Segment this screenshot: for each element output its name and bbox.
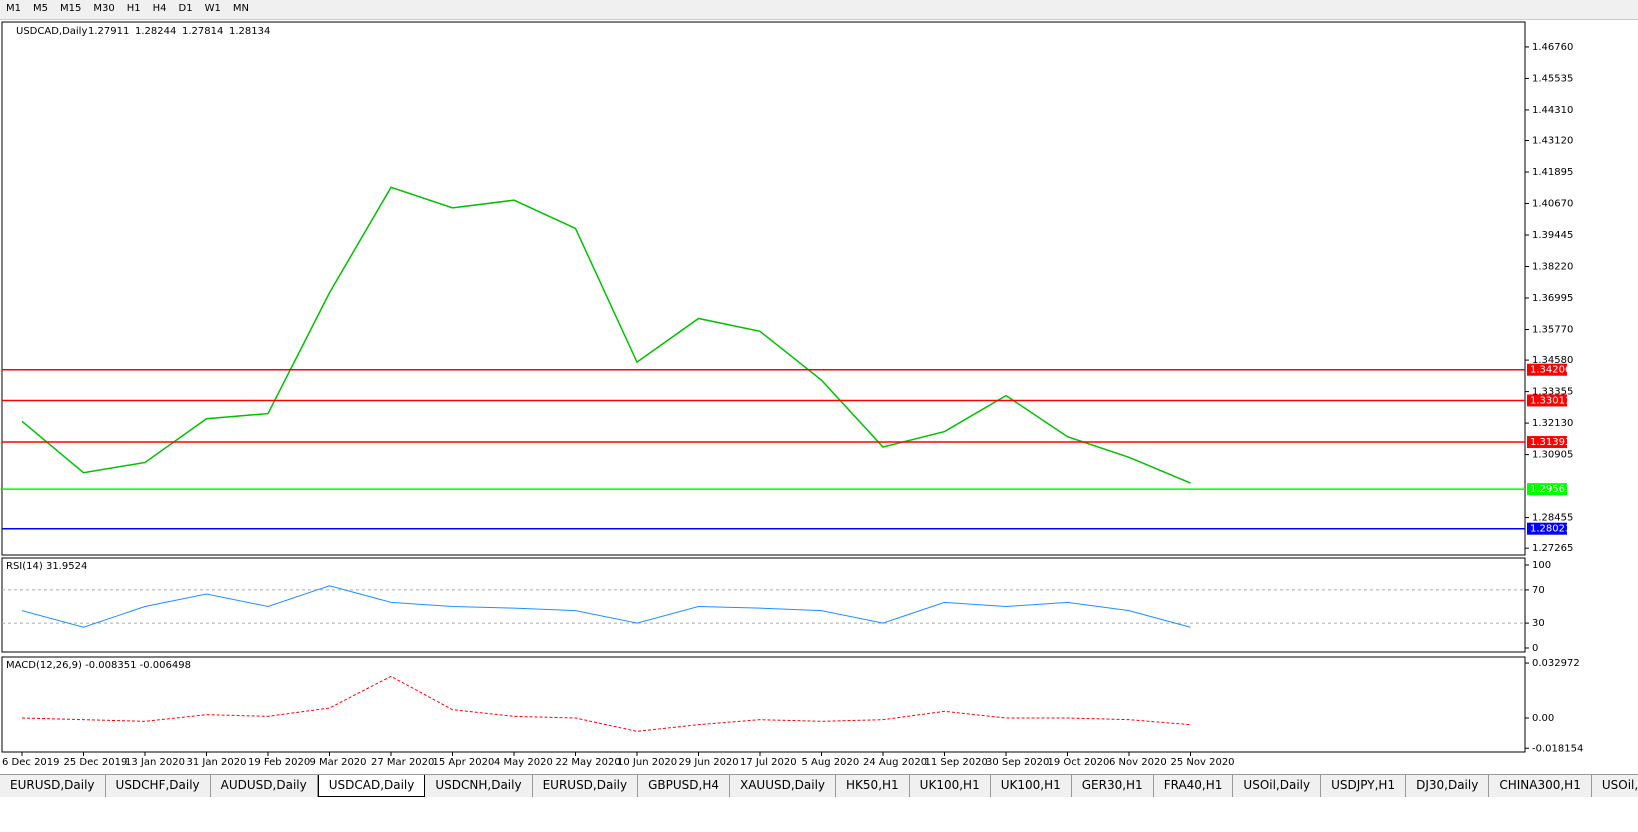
y-tick-label: 0.032972 [1532,658,1580,669]
y-tick-label: 0.00 [1532,713,1554,724]
chart-tab[interactable]: CHINA300,H1 [1489,775,1592,797]
x-tick-label: 22 May 2020 [556,757,621,768]
level-label: 1.28023 [1530,524,1571,535]
chart-tab[interactable]: EURUSD,Daily [0,775,106,797]
x-tick-label: 25 Nov 2020 [1171,757,1235,768]
chart-tab[interactable]: USDJPY,H1 [1321,775,1407,797]
x-tick-label: 6 Nov 2020 [1109,757,1167,768]
price-frame [1,21,1526,556]
rsi-frame [1,557,1526,653]
tab-bar: EURUSD,Daily USDCHF,Daily AUDUSD,Daily USDC… [0,774,1638,797]
timeframe-button[interactable]: M5 [33,3,48,14]
chart-tab[interactable]: USOil,H [1592,775,1638,797]
x-tick-label: 11 Sep 2020 [925,757,988,768]
chart-tab[interactable]: USDCHF,Daily [106,775,211,797]
x-tick-label: 4 May 2020 [494,757,553,768]
y-tick-label: 100 [1532,560,1551,571]
level-label-bg [1527,394,1567,407]
timeframe-button[interactable]: W1 [204,3,221,14]
y-tick-label: 1.30905 [1532,450,1573,461]
chart-tab[interactable]: USDCAD,Daily [317,775,426,797]
chart-window: USDCAD,Daily RSI(14) 31.9524 MACD(12,26,… [1,21,1583,768]
macd-signal [21,675,1191,732]
chart-tab[interactable]: UK100,H1 [991,775,1072,797]
price-line [21,186,1191,484]
y-tick-label: 1.39445 [1532,230,1573,241]
x-tick-label: 13 Jan 2020 [125,757,185,768]
y-tick-label: 1.41895 [1532,167,1573,178]
x-tick-label: 19 Feb 2020 [248,757,310,768]
chart-tab[interactable]: DJ30,Daily [1406,775,1490,797]
chart-tab[interactable]: GER30,H1 [1072,775,1154,797]
x-tick-label: 10 Jun 2020 [617,757,677,768]
level-label-bg [1527,483,1567,496]
y-tick-label: 1.35770 [1532,325,1573,336]
ohlc-value: 1.28244 [135,26,176,37]
level-label-bg [1527,363,1567,376]
x-tick-label: 31 Jan 2020 [187,757,247,768]
x-tick-label: 27 Mar 2020 [371,757,434,768]
chart-tab[interactable]: GBPUSD,H4 [638,775,730,797]
y-tick-label: 70 [1532,585,1545,596]
toolbar: M1 M5 M15 M30 H1 H4 D1 W1 MN [0,0,1638,20]
timeframe-button[interactable]: H4 [152,3,167,14]
macd-label: MACD(12,26,9) -0.008351 -0.006498 [6,660,191,671]
macd-frame [1,656,1526,753]
level-label-bg [1527,436,1567,449]
y-tick-label: 1.40670 [1532,199,1573,210]
y-tick-label: 0 [1532,643,1538,654]
rsi-line [21,585,1191,628]
timeframe-button[interactable]: H1 [126,3,141,14]
chart-tab[interactable]: USOil,Daily [1233,775,1322,797]
level-label: 1.29561 [1530,484,1571,495]
y-tick-label: 1.46760 [1532,42,1573,53]
x-tick-label: 19 Oct 2020 [1048,757,1110,768]
chart-tab[interactable]: UK100,H1 [910,775,991,797]
timeframe-button[interactable]: D1 [178,3,193,14]
chart-tab[interactable]: EURUSD,Daily [533,775,639,797]
y-tick-label: 1.44310 [1532,105,1573,116]
level-label-bg [1527,522,1567,535]
y-tick-label: 1.32130 [1532,418,1573,429]
y-tick-label: 1.43120 [1532,136,1573,147]
level-label: 1.34206 [1530,365,1571,376]
x-tick-label: 17 Jul 2020 [740,757,797,768]
x-tick-label: 6 Dec 2019 [2,757,60,768]
y-tick-label: 1.34580 [1532,355,1573,366]
ohlc-value: 1.27814 [182,26,223,37]
y-tick-label: 30 [1532,618,1545,629]
level-label: 1.33011 [1530,395,1571,406]
chart-tab[interactable]: AUDUSD,Daily [211,775,318,797]
timeframe-button[interactable]: MN [232,3,249,14]
y-tick-label: 1.36995 [1532,293,1573,304]
chart-tab[interactable]: FRA40,H1 [1154,775,1234,797]
y-tick-label: 1.45535 [1532,73,1573,84]
x-tick-label: 15 Apr 2020 [433,757,495,768]
y-tick-label: 1.28455 [1532,513,1573,524]
y-tick-label: 1.38220 [1532,262,1573,273]
x-tick-label: 5 Aug 2020 [802,757,860,768]
chart-tab[interactable]: HK50,H1 [836,775,910,797]
x-tick-label: 30 Sep 2020 [986,757,1049,768]
y-tick-label: -0.018154 [1532,743,1583,754]
timeframe-button[interactable]: M15 [60,3,82,14]
chart-tab[interactable]: USDCNH,Daily [425,775,533,797]
y-tick-label: 1.27265 [1532,543,1573,554]
timeframe-button[interactable]: M30 [93,3,115,14]
chart-tab[interactable]: XAUUSD,Daily [730,775,837,797]
level-label: 1.31393 [1530,437,1571,448]
ohlc-value: 1.27911 [88,26,129,37]
ohlc-value: 1.28134 [229,26,270,37]
x-tick-label: 9 Mar 2020 [310,757,367,768]
rsi-label: RSI(14) 31.9524 [6,561,87,572]
symbol: USDCAD,Daily [16,26,87,37]
timeframe-button[interactable]: M1 [6,3,21,14]
x-tick-label: 25 Dec 2019 [64,757,128,768]
x-tick-label: 24 Aug 2020 [863,757,927,768]
y-tick-label: 1.33355 [1532,387,1573,398]
x-tick-label: 29 Jun 2020 [679,757,739,768]
